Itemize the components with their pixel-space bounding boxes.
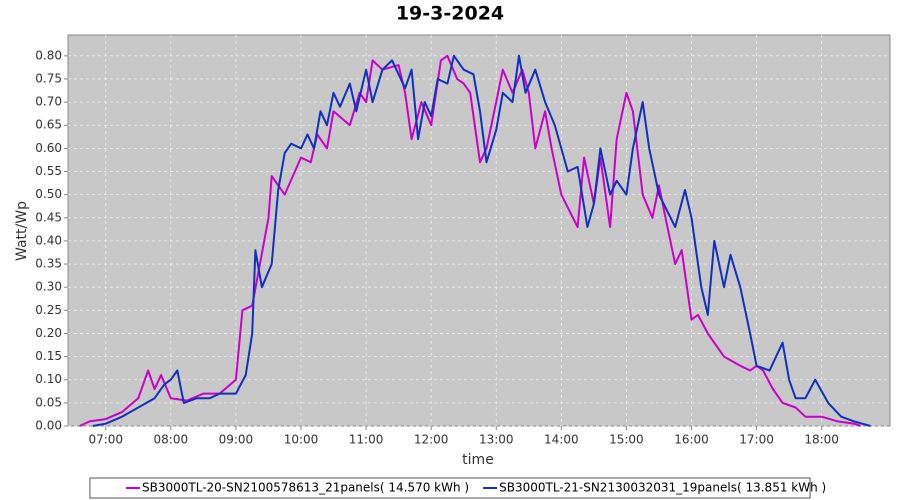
chart-title: 19-3-2024 xyxy=(396,3,504,25)
legend-label: SB3000TL-21-SN2130032031_19panels( 13.85… xyxy=(499,481,826,495)
y-tick-label: 0.35 xyxy=(35,257,62,271)
legend xyxy=(89,477,811,499)
y-tick-label: 0.00 xyxy=(35,419,62,433)
x-tick-label: 07:00 xyxy=(88,433,123,447)
x-tick-label: 14:00 xyxy=(544,433,579,447)
y-axis-label: Watt/Wp xyxy=(14,201,30,261)
y-tick-label: 0.50 xyxy=(35,187,62,201)
y-tick-label: 0.20 xyxy=(35,326,62,340)
y-tick-label: 0.60 xyxy=(35,141,62,155)
y-tick-label: 0.10 xyxy=(35,372,62,386)
x-tick-label: 13:00 xyxy=(479,433,514,447)
x-tick-label: 15:00 xyxy=(609,433,644,447)
x-tick-label: 12:00 xyxy=(414,433,449,447)
y-tick-label: 0.70 xyxy=(35,95,62,109)
x-tick-label: 10:00 xyxy=(284,433,319,447)
x-tick-label: 16:00 xyxy=(674,433,709,447)
x-tick-label: 18:00 xyxy=(804,433,839,447)
y-tick-label: 0.75 xyxy=(35,71,62,85)
x-tick-label: 09:00 xyxy=(219,433,254,447)
plot-area xyxy=(67,34,891,427)
y-tick-label: 0.55 xyxy=(35,164,62,178)
y-tick-label: 0.30 xyxy=(35,280,62,294)
x-tick-label: 17:00 xyxy=(739,433,774,447)
x-tick-label: 11:00 xyxy=(349,433,384,447)
y-tick-label: 0.80 xyxy=(35,48,62,62)
x-tick-label: 08:00 xyxy=(154,433,189,447)
series-line xyxy=(92,54,871,427)
y-tick-label: 0.40 xyxy=(35,233,62,247)
x-axis-label: time xyxy=(462,452,494,468)
y-tick-label: 0.05 xyxy=(35,395,62,409)
y-tick-label: 0.15 xyxy=(35,349,62,363)
legend-label: SB3000TL-20-SN2100578613_21panels( 14.57… xyxy=(142,481,469,495)
y-tick-label: 0.65 xyxy=(35,118,62,132)
series-line xyxy=(79,54,862,427)
y-tick-label: 0.25 xyxy=(35,303,62,317)
y-tick-label: 0.45 xyxy=(35,210,62,224)
